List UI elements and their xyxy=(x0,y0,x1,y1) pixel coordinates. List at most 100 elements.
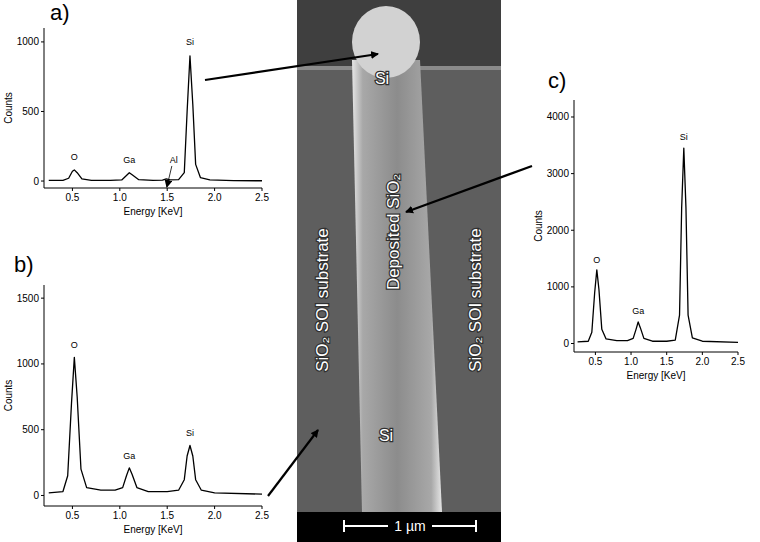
y-tick-label: 0 xyxy=(563,338,569,349)
image-label: Si xyxy=(379,427,393,444)
peak-label: Ga xyxy=(123,451,135,461)
y-tick xyxy=(41,41,44,42)
peak-label: Ga xyxy=(632,306,644,316)
x-tick-label: 1.0 xyxy=(624,356,638,367)
x-tick-label: 1.5 xyxy=(660,356,674,367)
x-tick-label: 2.0 xyxy=(208,510,222,521)
y-tick-label: 4000 xyxy=(547,111,570,122)
x-tick xyxy=(631,352,632,355)
x-axis-title: Energy [KeV] xyxy=(627,370,686,381)
x-tick-label: 0.5 xyxy=(65,192,79,203)
peak-label: Si xyxy=(186,37,194,47)
figure: Si Deposited SiO₂ SiO₂ SOI substrate SiO₂ S… xyxy=(0,0,760,542)
x-tick-label: 1.0 xyxy=(113,192,127,203)
x-tick-label: 2.0 xyxy=(208,192,222,203)
peak-label: O xyxy=(71,152,78,162)
x-axis xyxy=(44,506,262,507)
y-tick-label: 500 xyxy=(22,424,39,435)
x-tick-label: 1.0 xyxy=(113,510,127,521)
image-label: Deposited SiO₂ xyxy=(384,174,403,290)
y-tick xyxy=(41,298,44,299)
peak-label: O xyxy=(71,340,78,350)
scale-label-ground xyxy=(388,516,432,536)
y-tick xyxy=(41,111,44,112)
x-tick xyxy=(72,188,73,191)
pointer-arrow xyxy=(406,166,532,212)
y-tick xyxy=(571,343,574,344)
peak-label: Al xyxy=(170,155,178,165)
panel-letter: a) xyxy=(50,0,70,25)
y-axis-title: Counts xyxy=(533,210,544,242)
x-tick-label: 2.5 xyxy=(731,356,745,367)
x-axis xyxy=(44,188,262,189)
substrate xyxy=(297,0,501,542)
y-tick xyxy=(41,429,44,430)
image-label: SiO₂ SOI substrate xyxy=(313,228,332,372)
scale-bar-end xyxy=(475,520,477,532)
x-tick xyxy=(262,506,263,509)
x-tick xyxy=(119,506,120,509)
y-tick xyxy=(41,363,44,364)
x-tick-label: 1.5 xyxy=(160,192,174,203)
y-tick-label: 1000 xyxy=(17,36,40,47)
x-tick-label: 1.5 xyxy=(160,510,174,521)
x-tick xyxy=(702,352,703,355)
spectrum-panel: 0.51.01.52.02.5050010001500Energy [KeV]C… xyxy=(3,252,269,535)
panel-letter: c) xyxy=(548,68,566,93)
y-tick-label: 1500 xyxy=(17,293,40,304)
scale-label: 1 µm xyxy=(394,518,425,534)
y-tick xyxy=(571,230,574,231)
plot-area xyxy=(49,56,262,181)
x-tick-label: 2.5 xyxy=(255,192,269,203)
x-tick xyxy=(119,188,120,191)
x-tick xyxy=(214,188,215,191)
x-axis-title: Energy [KeV] xyxy=(124,524,183,535)
scale-bar-end xyxy=(343,520,345,532)
spectrum-panel: 0.5 1.0 1.5 2.0 2.5 0 500 1000 Energy [KeV] Count… xyxy=(3,0,269,217)
y-tick xyxy=(571,116,574,117)
image-label: SiO₂ SOI substrate xyxy=(466,228,485,372)
sem-image: Si Deposited SiO₂ SiO₂ SOI substrate SiO₂ S… xyxy=(297,0,501,542)
pillar-cap xyxy=(352,6,420,78)
plot-area xyxy=(578,148,738,342)
y-tick xyxy=(571,173,574,174)
peak-label: Ga xyxy=(123,155,135,165)
plot-area xyxy=(49,357,262,494)
peak-label: Si xyxy=(680,132,688,142)
x-tick xyxy=(214,506,215,509)
peak-label: Si xyxy=(186,428,194,438)
pointer-arrow xyxy=(205,54,378,80)
peak-label: O xyxy=(593,255,600,265)
x-tick-label: 2.5 xyxy=(255,510,269,521)
x-tick xyxy=(595,352,596,355)
y-axis-title: Counts xyxy=(3,380,14,412)
x-tick-label: 0.5 xyxy=(65,510,79,521)
scale-strip xyxy=(297,512,501,542)
y-axis-title: Counts xyxy=(3,92,14,124)
y-tick xyxy=(571,286,574,287)
spectrum-line xyxy=(49,357,262,494)
panel-letter: b) xyxy=(14,252,34,277)
x-tick xyxy=(72,506,73,509)
pointer-arrow xyxy=(268,430,318,496)
y-tick-label: 1000 xyxy=(17,358,40,369)
y-tick-label: 3000 xyxy=(547,168,570,179)
pillar xyxy=(352,60,442,512)
y-tick xyxy=(41,495,44,496)
y-axis xyxy=(44,28,45,188)
x-tick xyxy=(738,352,739,355)
spectrum-line xyxy=(578,148,738,342)
x-tick xyxy=(262,188,263,191)
x-tick xyxy=(666,352,667,355)
peak-arrow xyxy=(167,166,172,187)
spectrum-panel: 0.51.01.52.02.501000200030004000Energy [… xyxy=(533,68,745,381)
x-tick xyxy=(167,188,168,191)
y-tick-label: 0 xyxy=(33,176,39,187)
y-tick-label: 1000 xyxy=(547,281,570,292)
y-tick-label: 500 xyxy=(22,106,39,117)
x-axis-title: Energy [KeV] xyxy=(124,206,183,217)
x-tick-label: 0.5 xyxy=(588,356,602,367)
x-axis xyxy=(574,352,738,353)
x-tick xyxy=(167,506,168,509)
y-tick-label: 2000 xyxy=(547,225,570,236)
